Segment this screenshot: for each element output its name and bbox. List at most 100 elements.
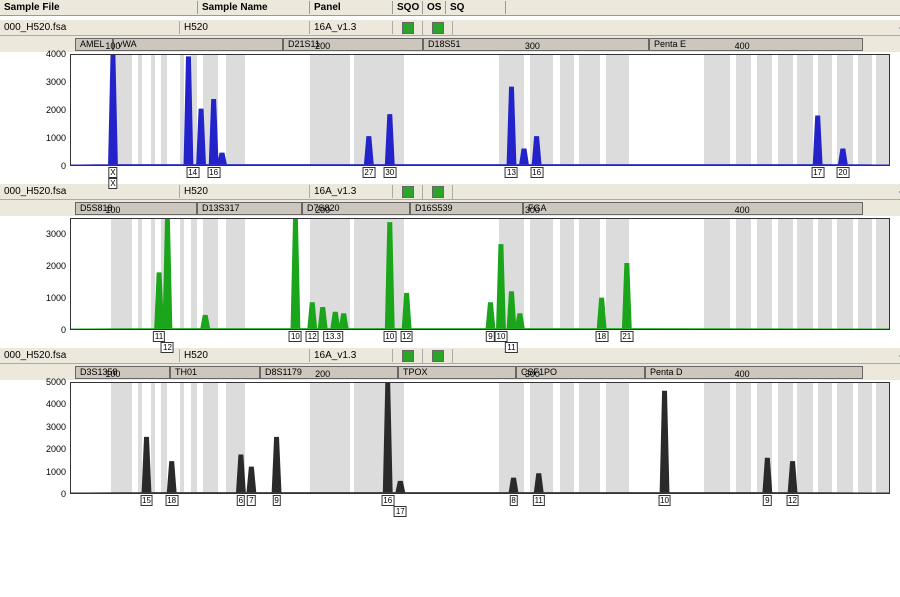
x-tick-label: 100 xyxy=(105,41,120,51)
os-indicator xyxy=(423,349,453,363)
x-tick-label: 400 xyxy=(735,369,750,379)
sample-name-value: H520 xyxy=(180,21,310,34)
allele-call[interactable]: 11 xyxy=(505,342,517,353)
allele-call[interactable]: 9 xyxy=(486,331,494,342)
sample-name-value: H520 xyxy=(180,185,310,198)
x-tick-label: 300 xyxy=(525,205,540,215)
x-tick-label: 400 xyxy=(735,205,750,215)
allele-call[interactable]: 17 xyxy=(394,506,407,517)
allele-call[interactable]: 17 xyxy=(811,167,824,178)
y-tick-label: 4000 xyxy=(46,399,66,409)
electropherogram-panel: 01000200030004000100200300400XX141627301… xyxy=(10,54,890,166)
allele-call[interactable]: 30 xyxy=(383,167,396,178)
x-axis: 100 200 300 400 xyxy=(71,41,889,53)
status-icon xyxy=(402,350,414,362)
allele-call[interactable]: 12 xyxy=(161,342,174,353)
status-icon xyxy=(432,186,444,198)
panel-value: 16A_v1.3 xyxy=(310,349,393,362)
allele-call[interactable]: 9 xyxy=(272,495,280,506)
allele-call[interactable]: 18 xyxy=(165,495,178,506)
os-indicator xyxy=(423,185,453,199)
y-tick-label: 2000 xyxy=(46,105,66,115)
allele-call[interactable]: 7 xyxy=(247,495,255,506)
sample-name-value: H520 xyxy=(180,349,310,362)
x-tick-label: 400 xyxy=(735,41,750,51)
col-sample-name: Sample Name xyxy=(198,1,310,14)
allele-call[interactable]: 10 xyxy=(383,331,396,342)
allele-call[interactable]: 27 xyxy=(362,167,375,178)
column-header: Sample File Sample Name Panel SQO OS SQ xyxy=(0,0,900,16)
y-axis: 01000200030004000 xyxy=(10,54,70,166)
y-tick-label: 1000 xyxy=(46,293,66,303)
y-tick-label: 5000 xyxy=(46,377,66,387)
y-tick-label: 2000 xyxy=(46,444,66,454)
col-panel: Panel xyxy=(310,1,393,14)
sample-file-value: 000_H520.fsa xyxy=(0,185,180,198)
allele-call[interactable]: 13 xyxy=(505,167,518,178)
allele-call[interactable]: 15 xyxy=(140,495,153,506)
allele-call[interactable]: 18 xyxy=(595,331,608,342)
allele-call[interactable]: 10 xyxy=(658,495,671,506)
y-tick-label: 2000 xyxy=(46,261,66,271)
x-tick-label: 300 xyxy=(525,41,540,51)
col-os: OS xyxy=(423,1,446,14)
x-tick-label: 200 xyxy=(315,41,330,51)
allele-call[interactable]: 10 xyxy=(289,331,302,342)
y-tick-label: 3000 xyxy=(46,422,66,432)
sample-info-row: 000_H520.fsaH52016A_v1.3 xyxy=(0,184,900,200)
allele-call[interactable]: 21 xyxy=(620,331,633,342)
trace-line xyxy=(71,219,889,329)
sqo-indicator xyxy=(393,185,423,199)
plot-area[interactable]: 1002003004001112101213.31012910111821 xyxy=(70,218,890,330)
status-icon xyxy=(402,186,414,198)
allele-call[interactable]: 12 xyxy=(400,331,413,342)
allele-call[interactable]: 20 xyxy=(836,167,849,178)
plot-area[interactable]: 100200300400XX1416273013161720 xyxy=(70,54,890,166)
plot-area[interactable]: 1002003004001518679161781110912 xyxy=(70,382,890,494)
allele-call[interactable]: 10 xyxy=(495,331,508,342)
y-tick-label: 4000 xyxy=(46,49,66,59)
os-indicator xyxy=(423,21,453,35)
status-icon xyxy=(432,350,444,362)
sample-file-value: 000_H520.fsa xyxy=(0,349,180,362)
y-tick-label: 3000 xyxy=(46,77,66,87)
sq-spacer xyxy=(453,355,900,357)
allele-call[interactable]: 11 xyxy=(153,331,165,342)
allele-call[interactable]: 12 xyxy=(786,495,799,506)
x-tick-label: 200 xyxy=(315,369,330,379)
y-tick-label: 3000 xyxy=(46,229,66,239)
allele-call[interactable]: 16 xyxy=(381,495,394,506)
sq-spacer xyxy=(453,191,900,193)
col-sq: SQ xyxy=(446,1,506,14)
trace-line xyxy=(71,55,889,165)
x-tick-label: 100 xyxy=(105,369,120,379)
allele-call[interactable]: 8 xyxy=(509,495,517,506)
y-tick-label: 0 xyxy=(61,161,66,171)
allele-call[interactable]: 9 xyxy=(763,495,771,506)
sample-info-row: 000_H520.fsaH52016A_v1.3 xyxy=(0,348,900,364)
trace-line xyxy=(71,383,889,493)
x-tick-label: 300 xyxy=(525,369,540,379)
y-tick-label: 0 xyxy=(61,489,66,499)
allele-call[interactable]: 16 xyxy=(207,167,220,178)
allele-call[interactable]: 12 xyxy=(306,331,319,342)
allele-call[interactable]: 16 xyxy=(530,167,543,178)
sqo-indicator xyxy=(393,349,423,363)
electropherogram-panel: 01000200030001002003004001112101213.3101… xyxy=(10,218,890,330)
x-axis: 100 200 300 400 xyxy=(71,205,889,217)
y-axis: 0100020003000 xyxy=(10,218,70,330)
sqo-indicator xyxy=(393,21,423,35)
allele-call[interactable]: 11 xyxy=(533,495,545,506)
allele-call[interactable]: X xyxy=(108,167,117,178)
y-tick-label: 0 xyxy=(61,325,66,335)
x-tick-label: 100 xyxy=(105,205,120,215)
col-sqo: SQO xyxy=(393,1,423,14)
allele-call[interactable]: X xyxy=(108,178,117,189)
status-icon xyxy=(402,22,414,34)
allele-call[interactable]: 13.3 xyxy=(323,331,343,342)
col-sample-file: Sample File xyxy=(0,1,198,14)
sq-spacer xyxy=(453,27,900,29)
allele-call[interactable]: 6 xyxy=(237,495,245,506)
x-tick-label: 200 xyxy=(315,205,330,215)
allele-call[interactable]: 14 xyxy=(186,167,199,178)
